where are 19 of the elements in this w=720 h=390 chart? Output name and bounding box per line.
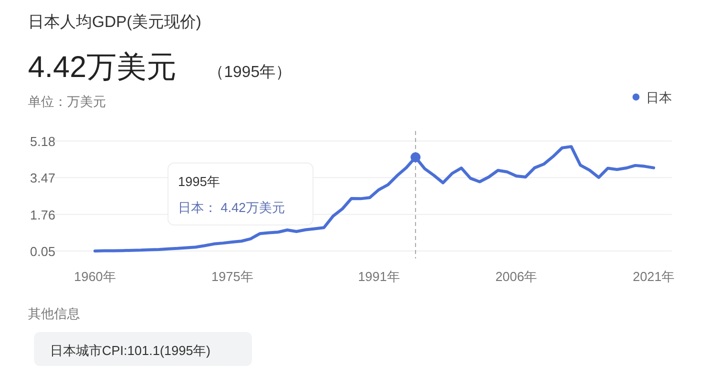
- y-tick-label: 5.18: [30, 134, 56, 149]
- x-tick-label: 2006年: [495, 269, 538, 284]
- x-tick-label: 1975年: [211, 269, 254, 284]
- text: 其他信息: [28, 306, 80, 321]
- y-tick-label: 1.76: [30, 207, 56, 222]
- line-series: [93, 145, 656, 252]
- text: （1995年）: [208, 64, 292, 81]
- x-tick-label: 2021年: [632, 269, 675, 284]
- x-tick-label: 1991年: [358, 269, 400, 284]
- text: 单位：万美元: [28, 94, 106, 109]
- y-tick-label: 3.47: [30, 170, 56, 186]
- annotation: 日本： 4.42万美元: [178, 200, 285, 215]
- chart-title: 日本人均GDP(美元现价): [28, 13, 202, 31]
- legend-label: 日本: [646, 90, 672, 105]
- text: 日本城市CPI:101.1(1995年): [50, 343, 210, 358]
- y-tick-label: 0.05: [30, 244, 56, 259]
- chart-subtitle: 4.42万美元: [28, 51, 176, 84]
- x-tick-label: 1960年: [74, 269, 116, 284]
- annotation: 1995年: [178, 174, 220, 189]
